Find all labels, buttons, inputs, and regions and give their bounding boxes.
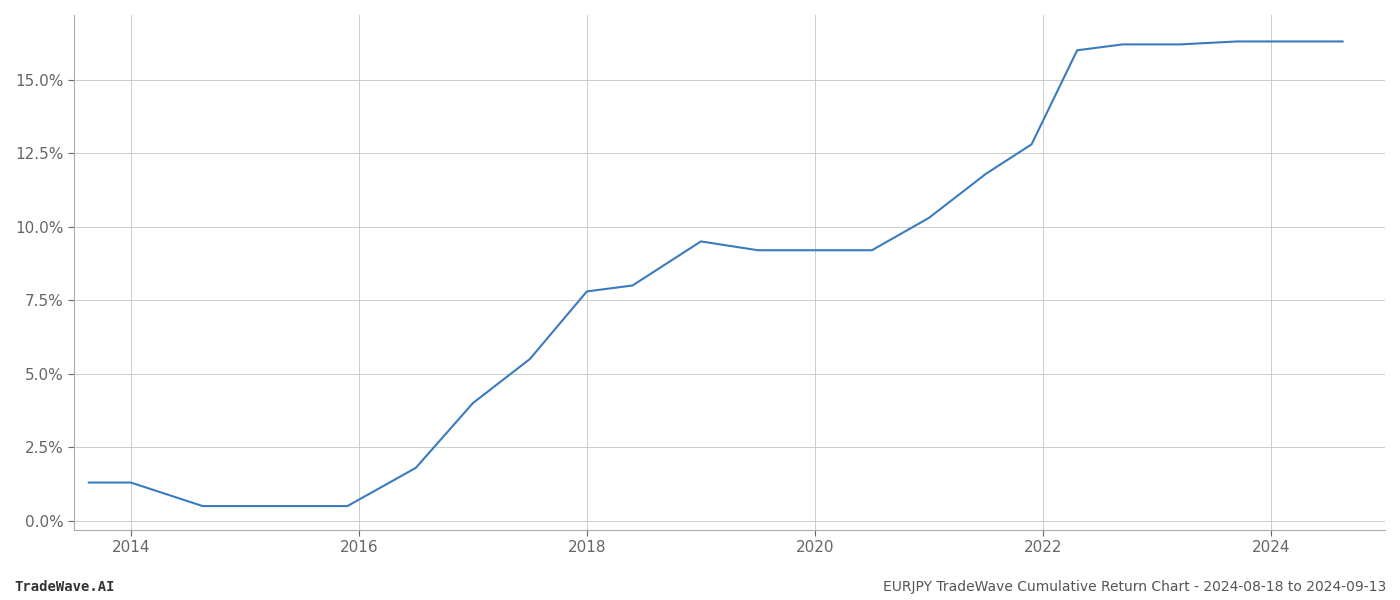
Text: TradeWave.AI: TradeWave.AI — [14, 580, 115, 594]
Text: EURJPY TradeWave Cumulative Return Chart - 2024-08-18 to 2024-09-13: EURJPY TradeWave Cumulative Return Chart… — [883, 580, 1386, 594]
